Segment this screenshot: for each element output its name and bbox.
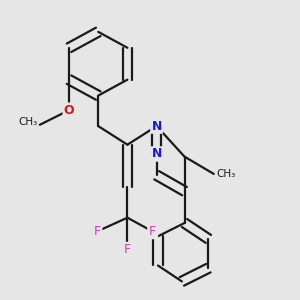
Text: F: F bbox=[93, 225, 100, 238]
Text: F: F bbox=[123, 243, 132, 256]
Text: F: F bbox=[148, 225, 157, 238]
Text: CH₃: CH₃ bbox=[18, 117, 37, 127]
Text: N: N bbox=[152, 120, 162, 133]
Text: N: N bbox=[152, 148, 162, 160]
Text: O: O bbox=[64, 104, 74, 117]
Text: F: F bbox=[149, 225, 156, 238]
Text: F: F bbox=[124, 243, 131, 256]
Text: CH₃: CH₃ bbox=[216, 169, 236, 179]
Text: F: F bbox=[93, 225, 101, 238]
